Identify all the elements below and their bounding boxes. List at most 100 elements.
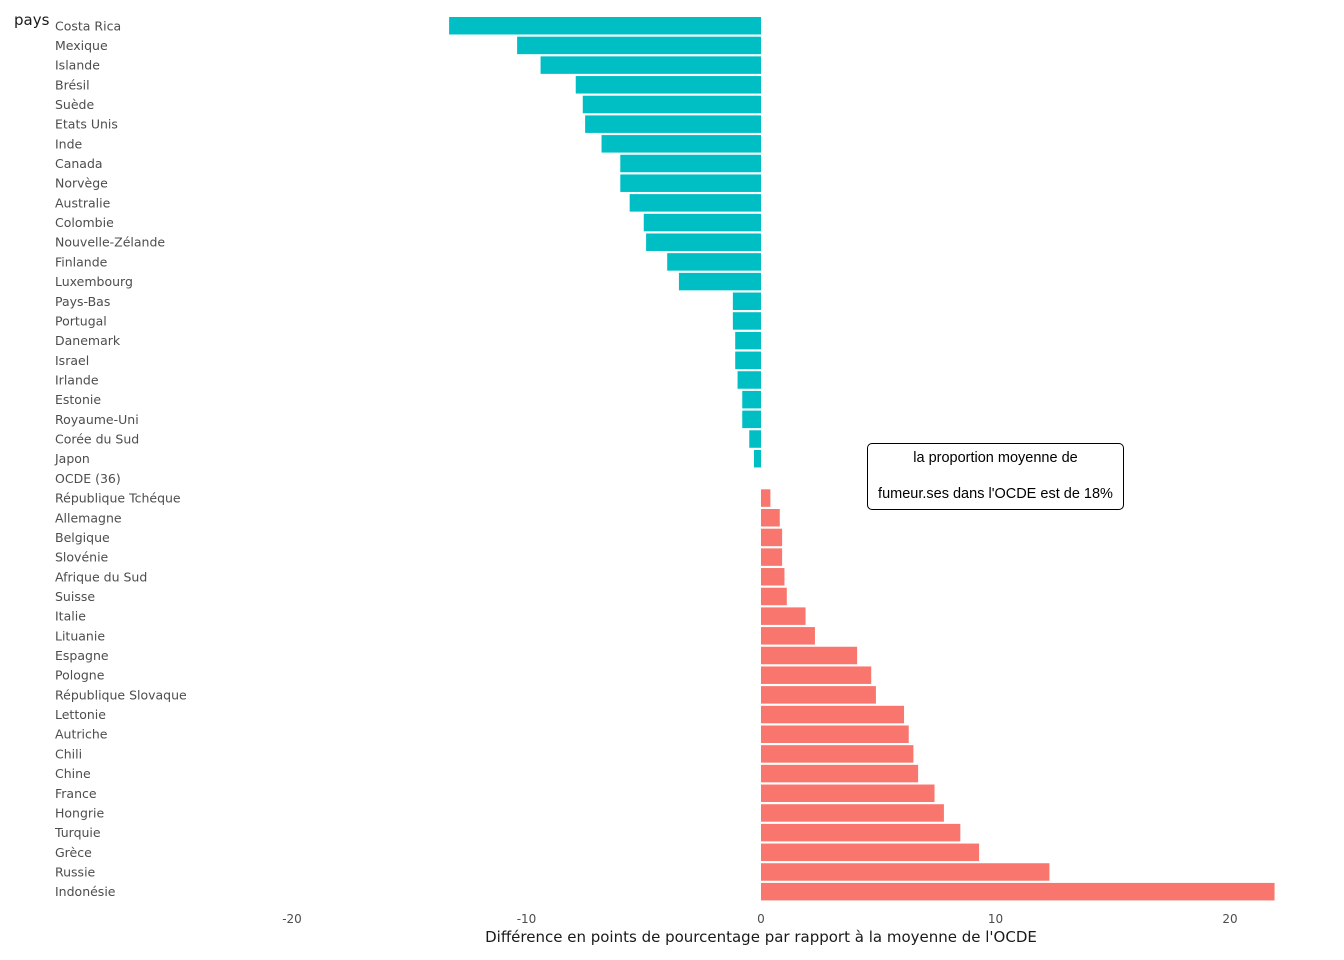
annotation-box: la proportion moyenne de fumeur.ses dans… [867,443,1124,510]
bar [678,272,761,291]
category-label: Estonie [55,392,101,407]
bar [761,784,935,803]
category-labels: Costa Rica Mexique Islande Brésil Suède Etats… [54,18,187,899]
bar [540,56,761,74]
category-label: Lituanie [55,628,105,643]
category-label: Finlande [55,254,108,269]
category-label: Italie [55,609,86,624]
category-label: Suisse [55,589,95,604]
x-tick-label: -10 [517,912,537,926]
bar [761,548,783,566]
x-axis-title: Différence en points de pourcentage par … [485,928,1037,946]
category-label: Canada [55,156,103,171]
bar [643,213,761,232]
category-label: Israel [55,353,89,368]
bar [761,745,914,763]
category-label: Belgique [55,530,110,545]
x-tick-label: 20 [1222,912,1237,926]
bar [761,804,944,822]
bar [761,882,1275,901]
bars [449,17,1275,901]
category-label: Nouvelle-Zélande [55,235,165,250]
category-label: Islande [55,58,100,73]
bar [732,292,761,311]
category-label: OCDE (36) [55,471,121,486]
bar [761,725,909,743]
bar [761,843,980,862]
bar [585,115,761,133]
category-label: Chili [55,746,82,761]
bar [620,174,761,192]
category-label: Turquie [54,825,101,840]
bar [753,449,761,468]
category-label: Autriche [55,727,108,742]
category-label: Australie [55,195,111,210]
x-tick-labels: -20 -10 0 10 20 [282,912,1237,926]
bar [517,36,761,55]
category-label: Chine [55,766,91,781]
bar [601,135,761,153]
category-label: Inde [55,136,83,151]
category-label: Allemagne [55,510,122,525]
bar [735,351,761,370]
category-label: Danemark [55,333,121,348]
category-label: République Slovaque [55,687,187,702]
category-label: Corée du Sud [55,432,139,447]
annotation-line-2: fumeur.ses dans l'OCDE est de 18% [878,486,1113,502]
category-label: République Tchéque [55,491,181,506]
category-label: Pays-Bas [55,294,110,309]
category-label: Colombie [55,215,114,230]
bar [732,312,761,330]
bar [449,17,761,35]
category-label: Slovénie [55,550,109,565]
category-label: Lettonie [55,707,106,722]
category-label: Indonésie [55,884,116,899]
bar [761,587,787,606]
category-label: Suède [55,97,94,112]
category-label: Japon [54,451,90,466]
x-tick-label: 10 [988,912,1003,926]
category-label: Costa Rica [55,18,121,33]
x-tick-label: 0 [757,912,765,926]
bar [761,528,783,547]
bar [575,76,761,94]
bar [742,390,761,409]
category-label: Etats Unis [55,117,118,132]
bar [735,331,761,350]
bar [737,371,761,389]
bar [582,95,761,114]
bar [761,863,1050,881]
bar [761,607,806,625]
bar [742,410,761,429]
category-label: Pologne [55,668,105,683]
bar [761,489,771,507]
bar [646,233,761,251]
category-label: Hongrie [55,805,105,820]
category-label: Afrique du Sud [55,569,147,584]
category-label: Mexique [55,38,108,53]
annotation-line-1: la proportion moyenne de [913,450,1078,466]
bar [761,705,905,724]
category-label: Grèce [55,845,92,860]
bar [749,430,761,448]
bar [761,627,815,645]
bar [761,646,858,665]
bar [667,253,761,271]
y-axis-title: pays [14,11,50,29]
bar [761,568,785,586]
x-tick-label: -20 [282,912,302,926]
bar [629,194,761,212]
category-label: France [55,786,97,801]
category-label: Espagne [55,648,109,663]
bar [761,764,919,783]
bar [761,666,872,684]
category-label: Russie [55,864,96,879]
category-label: Irlande [55,372,99,387]
category-label: Portugal [55,313,107,328]
bar [761,823,961,842]
category-label: Brésil [55,77,90,92]
category-label: Luxembourg [55,274,133,289]
bar [761,509,780,527]
bar [761,686,876,704]
category-label: Royaume-Uni [55,412,139,427]
